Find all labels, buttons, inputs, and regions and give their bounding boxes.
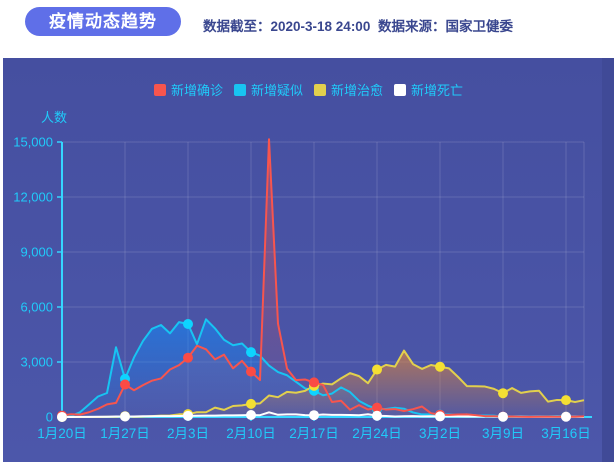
legend-swatch-new-deaths <box>394 83 407 96</box>
panel-right-shade <box>602 58 614 462</box>
marker-new-deaths[interactable] <box>309 410 319 421</box>
marker-new-cured[interactable] <box>372 364 382 375</box>
chart-legend: 新增确诊 新增疑似 新增治愈 新增死亡 <box>3 80 614 99</box>
y-tick-label: 15,000 <box>13 135 53 150</box>
legend-swatch-new-suspected <box>233 83 246 96</box>
x-tick-label: 2月17日 <box>289 426 339 441</box>
marker-new-suspected[interactable] <box>246 347 256 358</box>
legend-swatch-new-confirmed <box>153 83 166 96</box>
marker-new-deaths[interactable] <box>498 411 508 422</box>
marker-new-cured[interactable] <box>246 398 256 409</box>
legend-swatch-new-cured <box>314 83 326 96</box>
legend-item-new-confirmed[interactable]: 新增确诊 <box>153 80 223 99</box>
line-new-confirmed <box>61 138 585 418</box>
x-tick-label: 1月20日 <box>37 426 87 441</box>
marker-new-cured[interactable] <box>561 395 571 406</box>
x-tick-label: 3月16日 <box>541 426 591 441</box>
y-tick-label: 0 <box>46 410 53 425</box>
chart-panel: 新增确诊 新增疑似 新增治愈 新增死亡 人数 0 3,000 6,000 9,000 1… <box>3 58 614 462</box>
marker-new-confirmed[interactable] <box>309 377 319 388</box>
marker-new-confirmed[interactable] <box>183 352 193 363</box>
marker-new-deaths[interactable] <box>57 411 67 422</box>
x-tick-label: 2月24日 <box>352 426 402 441</box>
marker-new-confirmed[interactable] <box>120 379 130 390</box>
marker-new-cured[interactable] <box>498 388 508 399</box>
y-axis-title: 人数 <box>41 110 68 125</box>
y-tick-label: 9,000 <box>20 245 53 260</box>
legend-item-new-cured[interactable]: 新增治愈 <box>314 80 383 99</box>
y-tick-label: 3,000 <box>20 355 53 370</box>
legend-item-new-suspected[interactable]: 新增疑似 <box>233 80 303 99</box>
y-tick-label: 6,000 <box>20 300 53 315</box>
legend-label-new-cured: 新增治愈 <box>331 83 384 98</box>
legend-label-new-confirmed: 新增确诊 <box>170 83 223 98</box>
marker-new-deaths[interactable] <box>561 411 571 422</box>
marker-new-confirmed[interactable] <box>372 402 382 413</box>
marker-new-confirmed[interactable] <box>246 366 256 377</box>
title-pill[interactable]: 疫情动态趋势 <box>25 7 181 36</box>
x-tick-label: 2月3日 <box>167 426 209 441</box>
data-source-text: 数据来源：国家卫健委 <box>378 19 513 34</box>
marker-new-deaths[interactable] <box>435 411 445 422</box>
x-tick-label: 2月10日 <box>226 426 276 441</box>
trend-chart[interactable]: 0 3,000 6,000 9,000 12,000 15,000 1月20日 1月27日 2月… <box>3 58 614 462</box>
legend-label-new-deaths: 新增死亡 <box>411 83 464 98</box>
marker-new-deaths[interactable] <box>372 410 382 421</box>
x-tick-label: 1月27日 <box>100 426 150 441</box>
page-header: 疫情动态趋势 数据截至：2020-3-18 24:00 数据来源：国家卫健委 <box>0 0 614 58</box>
legend-item-new-deaths[interactable]: 新增死亡 <box>394 80 463 99</box>
marker-new-suspected[interactable] <box>183 319 193 330</box>
y-tick-label: 12,000 <box>13 190 53 205</box>
marker-new-deaths[interactable] <box>183 410 193 421</box>
legend-label-new-suspected: 新增疑似 <box>250 83 303 98</box>
x-tick-label: 3月2日 <box>419 426 461 441</box>
marker-new-deaths[interactable] <box>246 410 256 421</box>
marker-new-deaths[interactable] <box>120 411 130 422</box>
data-cutoff-text: 数据截至：2020-3-18 24:00 <box>203 19 371 34</box>
x-tick-label: 3月9日 <box>482 426 524 441</box>
marker-new-cured[interactable] <box>435 361 445 372</box>
